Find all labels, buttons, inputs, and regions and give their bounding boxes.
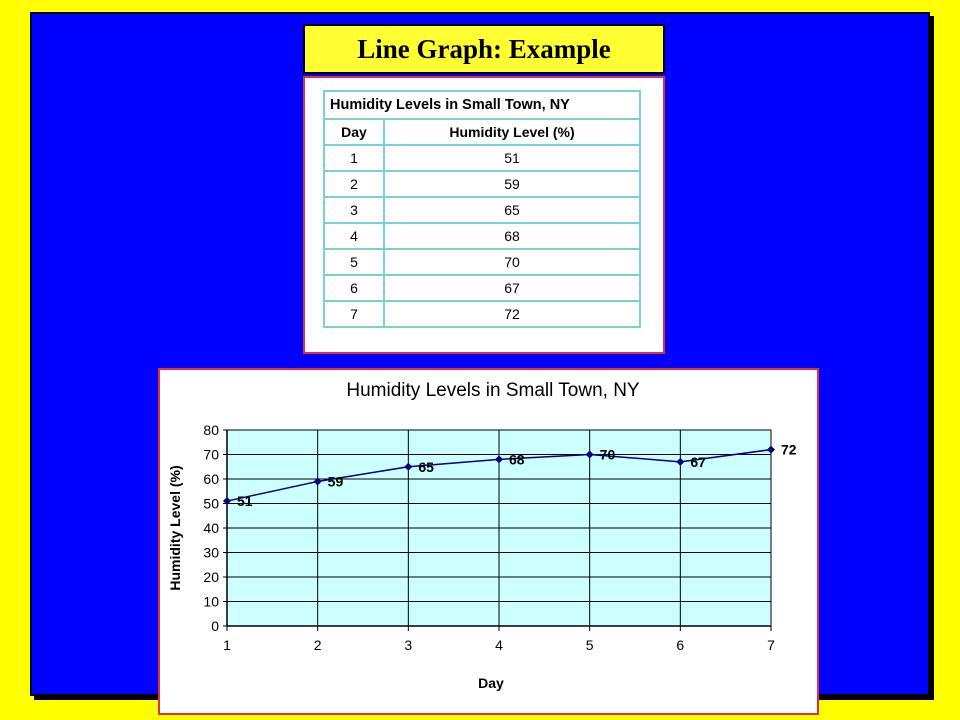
x-tick-label: 7 [767, 637, 775, 653]
humidity-table: Humidity Levels in Small Town, NY Day Hu… [323, 90, 641, 328]
data-point [585, 450, 594, 459]
header-humidity: Humidity Level (%) [383, 118, 641, 146]
table-row: 3 65 [323, 196, 641, 224]
table-header-row: Day Humidity Level (%) [323, 118, 641, 146]
day-cell: 6 [323, 274, 385, 302]
table-title: Humidity Levels in Small Town, NY [323, 90, 641, 120]
chart-panel: Humidity Levels in Small Town, NY 0 10 20 30… [158, 368, 819, 715]
humidity-cell: 65 [383, 196, 641, 224]
table-row: 2 59 [323, 170, 641, 198]
humidity-cell: 51 [383, 144, 641, 172]
table-title-row: Humidity Levels in Small Town, NY [323, 90, 641, 120]
table-row: 5 70 [323, 248, 641, 276]
day-cell: 1 [323, 144, 385, 172]
y-tick-label: 0 [211, 618, 219, 634]
data-label: 70 [600, 447, 616, 463]
y-tick-label: 20 [203, 569, 219, 585]
table-row: 4 68 [323, 222, 641, 250]
line-chart: Humidity Levels in Small Town, NY 0 10 20 30… [167, 380, 797, 691]
data-label: 59 [328, 473, 344, 489]
data-point [495, 455, 503, 464]
y-axis-label: Humidity Level (%) [167, 465, 183, 590]
data-point [223, 497, 231, 506]
y-tick-label: 50 [203, 496, 219, 512]
y-tick-label: 80 [203, 422, 219, 438]
data-point [313, 477, 322, 486]
x-tick-label: 3 [404, 637, 412, 653]
y-tick-label: 60 [203, 471, 219, 487]
x-axis-label: Day [478, 675, 504, 691]
x-tick-label: 1 [223, 637, 231, 653]
y-tick-label: 70 [203, 447, 219, 463]
humidity-cell: 70 [383, 248, 641, 276]
data-point [404, 462, 413, 471]
humidity-cell: 67 [383, 274, 641, 302]
table-row: 7 72 [323, 300, 641, 328]
day-cell: 3 [323, 196, 385, 224]
data-label: 68 [509, 451, 525, 467]
data-point [767, 445, 775, 454]
data-label: 67 [690, 454, 706, 470]
humidity-cell: 72 [383, 300, 641, 328]
y-tick-label: 40 [203, 520, 219, 536]
data-label: 51 [237, 493, 253, 509]
y-tick-label: 10 [203, 594, 219, 610]
y-tick-label: 30 [203, 545, 219, 561]
data-table-panel: Humidity Levels in Small Town, NY Day Hu… [303, 76, 665, 354]
x-tick-label: 4 [495, 637, 503, 653]
chart-title: Humidity Levels in Small Town, NY [346, 380, 640, 401]
day-cell: 2 [323, 170, 385, 198]
table-row: 6 67 [323, 274, 641, 302]
data-label: 65 [418, 459, 434, 475]
x-tick-label: 2 [314, 637, 322, 653]
table-row: 1 51 [323, 144, 641, 172]
header-day: Day [323, 118, 385, 146]
day-cell: 5 [323, 248, 385, 276]
x-tick-label: 5 [586, 637, 594, 653]
data-point [676, 457, 685, 466]
slide-title: Line Graph: Example [303, 24, 665, 74]
data-label: 72 [781, 442, 797, 458]
x-tick-label: 6 [676, 637, 684, 653]
day-cell: 7 [323, 300, 385, 328]
humidity-cell: 59 [383, 170, 641, 198]
humidity-cell: 68 [383, 222, 641, 250]
day-cell: 4 [323, 222, 385, 250]
